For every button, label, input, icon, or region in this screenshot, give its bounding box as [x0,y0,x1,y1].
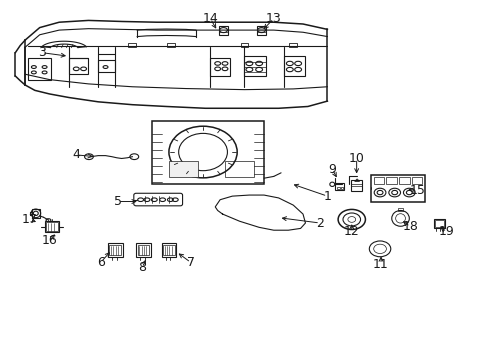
Text: 19: 19 [438,225,454,238]
Ellipse shape [257,28,265,33]
Text: 17: 17 [22,213,38,226]
Text: 18: 18 [402,220,417,233]
Text: 7: 7 [186,256,194,269]
Text: 8: 8 [138,261,146,274]
Text: 2: 2 [316,216,324,230]
FancyBboxPatch shape [168,161,198,177]
Text: 4: 4 [72,148,80,161]
Text: 15: 15 [409,184,425,197]
Text: 14: 14 [202,12,218,25]
Text: 9: 9 [327,163,336,176]
Text: 12: 12 [343,225,359,238]
Text: 6: 6 [97,256,104,269]
Text: 3: 3 [38,46,46,59]
Text: 16: 16 [41,234,57,247]
Text: 11: 11 [372,258,388,271]
Text: 13: 13 [265,12,281,25]
Text: 5: 5 [114,195,122,208]
Text: 1: 1 [323,190,331,203]
Text: 10: 10 [348,152,364,165]
